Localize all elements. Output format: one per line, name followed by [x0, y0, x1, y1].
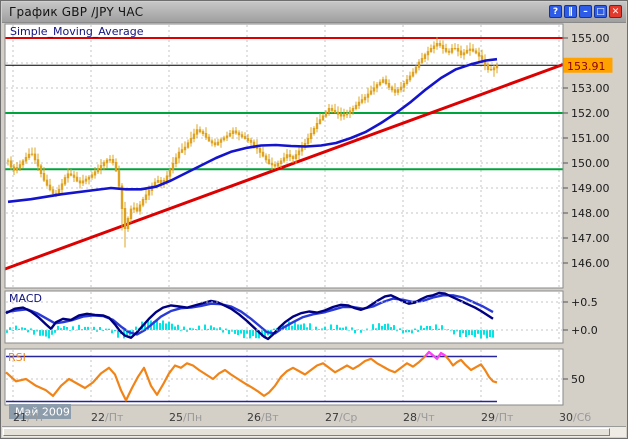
rsi-axis-label: 50	[571, 373, 585, 386]
x-axis-label: 30/Сб	[559, 411, 591, 424]
x-axis-label: 28/Чт	[403, 411, 435, 424]
window-title: График GBP /JPY ЧАС	[9, 5, 144, 19]
y-axis-label: 147.00	[571, 232, 610, 245]
macd-axis-label: +0.5	[571, 296, 598, 309]
y-axis-label: 151.00	[571, 132, 610, 145]
pause-button[interactable]: ∥	[564, 5, 577, 18]
month-badge	[9, 404, 71, 419]
x-axis-label: 27/Ср	[325, 411, 357, 424]
y-axis-label: 153.00	[571, 82, 610, 95]
minimize-button[interactable]: –	[579, 5, 592, 18]
panel-border-2	[4, 348, 564, 406]
y-axis-label: 155.00	[571, 32, 610, 45]
x-axis-label: 21/Чт	[13, 411, 45, 424]
trendline	[4, 63, 564, 271]
titlebar[interactable]: График GBP /JPY ЧАС ? ∥ – □ ✕	[2, 2, 626, 23]
macd-axis-label: +0.0	[571, 324, 598, 337]
current-price-label: 153.91	[567, 60, 606, 73]
x-axis-label: 26/Вт	[247, 411, 279, 424]
panel-border-1	[4, 290, 564, 344]
y-axis-label: 148.00	[571, 207, 610, 220]
macd-signal-line	[5, 294, 494, 336]
h-scrollbar[interactable]	[2, 426, 626, 437]
chart-canvas: 155.00 153.00 152.00 151.00 150.00 149.00 148.…	[4, 23, 613, 424]
current-price-badge	[563, 57, 613, 73]
close-button[interactable]: ✕	[609, 5, 622, 18]
help-button[interactable]: ?	[549, 5, 562, 18]
macd-line	[5, 291, 494, 341]
month-badge-label: Май 2009	[15, 406, 70, 419]
titlebar-buttons: ? ∥ – □ ✕	[549, 5, 622, 18]
x-axis-label: 22/Пт	[91, 411, 124, 424]
sma-indicator-label: Simple_Moving_Average	[10, 25, 144, 38]
y-axis-label: 152.00	[571, 107, 610, 120]
maximize-button[interactable]: □	[594, 5, 607, 18]
panel-border-0	[4, 23, 564, 289]
macd-indicator-label: MACD	[9, 292, 42, 305]
panel-bg-2	[5, 349, 563, 405]
y-axis-label: 149.00	[571, 182, 610, 195]
x-axis-label: 29/Пт	[481, 411, 514, 424]
h-scrollbar-thumb[interactable]	[3, 428, 611, 436]
rsi-indicator-label: RSI	[8, 351, 26, 364]
y-axis-label: 146.00	[571, 257, 610, 270]
rsi-overbought-segment	[424, 350, 446, 361]
y-axis-label: 150.00	[571, 157, 610, 170]
chart-area: 155.00 153.00 152.00 151.00 150.00 149.00 148.…	[2, 22, 627, 429]
sma-line	[7, 57, 498, 204]
x-axis-label: 25/Пн	[169, 411, 202, 424]
